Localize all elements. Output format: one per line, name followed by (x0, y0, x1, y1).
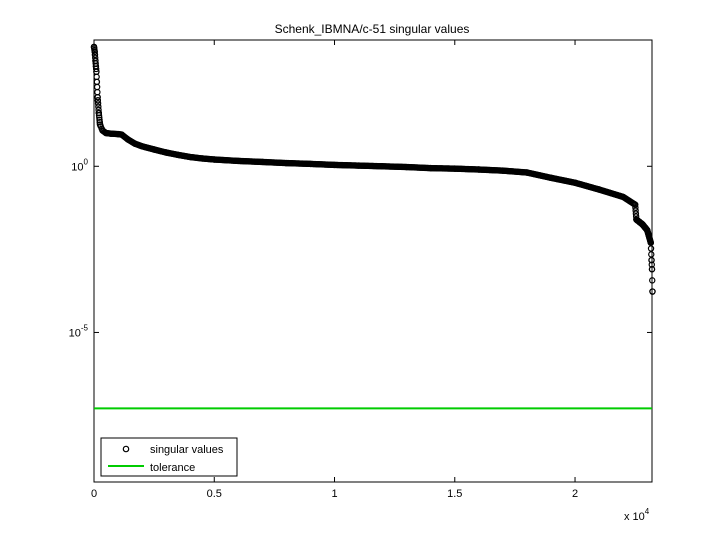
singular-value-point (199, 155, 206, 162)
singular-value-point (118, 131, 125, 138)
singular-value-point (648, 261, 655, 268)
y-tick-label: 10-5 (69, 323, 89, 339)
singular-value-point (96, 121, 104, 128)
singular-value-point (403, 163, 410, 171)
singular-value-point (92, 65, 100, 73)
singular-value-point (131, 140, 139, 147)
singular-value-point (307, 160, 314, 168)
singular-value-point (235, 157, 242, 165)
x-tick-label: 0 (91, 488, 97, 500)
singular-value-point (643, 226, 651, 234)
singular-value-point (94, 100, 102, 107)
singular-value-point (427, 164, 434, 172)
singular-value-point (211, 156, 218, 163)
plot-area (90, 39, 656, 483)
singular-value-point (95, 109, 103, 117)
singular-value-point (187, 153, 194, 161)
x-multiplier-label: x 104 (624, 507, 650, 523)
singular-value-point (475, 166, 483, 173)
singular-value-point (649, 277, 656, 284)
legend-marker-circle-icon (122, 445, 130, 453)
singular-value-point (331, 161, 338, 169)
singular-value-point (259, 158, 266, 166)
singular-value-point (595, 186, 603, 193)
singular-value-point (648, 266, 656, 273)
singular-value-point (96, 119, 103, 126)
singular-value-point (124, 136, 131, 143)
x-multiplier-exponent: 4 (645, 507, 650, 516)
legend-label-singular-values: singular values (150, 444, 224, 456)
singular-value-point (91, 48, 98, 55)
axes-frame (93, 39, 653, 483)
singular-value-point (639, 221, 646, 228)
singular-value-point (94, 97, 102, 104)
x-tick-label: 2 (572, 488, 578, 500)
singular-value-point (571, 179, 579, 186)
singular-value-point (647, 239, 655, 246)
singular-value-point (114, 130, 122, 138)
singular-value-point (93, 68, 100, 75)
axis-ticks: 0 0.5 1 1.5 2 100 10-5 (69, 40, 652, 500)
singular-value-point (632, 207, 639, 214)
singular-value-point (547, 174, 555, 182)
singular-value-point (451, 165, 458, 172)
chart-title: Schenk_IBMNA/c-51 singular values (275, 22, 470, 36)
singular-value-point (649, 288, 656, 295)
y-tick-label: 100 (71, 157, 88, 173)
singular-value-point (632, 210, 640, 217)
legend-label-tolerance: tolerance (150, 462, 195, 474)
singular-value-point (632, 204, 639, 211)
x-tick-label: 0.5 (207, 488, 222, 500)
singular-value-point (92, 57, 99, 64)
singular-value-point (174, 151, 182, 159)
singular-value-point (150, 146, 158, 153)
singular-values-series (90, 43, 656, 295)
singular-value-point (355, 162, 362, 169)
singular-value-point (631, 201, 639, 208)
legend-box (100, 437, 238, 477)
singular-value-point (633, 216, 640, 223)
legend: singular values tolerance (100, 437, 238, 477)
singular-value-point (283, 159, 290, 167)
singular-value-point (499, 167, 507, 174)
singular-value-point (648, 256, 655, 264)
singular-value-point (138, 143, 146, 150)
singular-value-point (379, 163, 386, 170)
x-multiplier-base: x 10 (624, 511, 645, 523)
singular-value-point (162, 149, 170, 156)
singular-value-point (95, 103, 102, 110)
x-tick-label: 1.5 (447, 488, 462, 500)
singular-value-point (107, 130, 115, 137)
singular-value-point (94, 93, 101, 101)
singular-value-point (91, 51, 99, 58)
singular-value-point (619, 193, 627, 201)
x-tick-label: 1 (331, 488, 337, 500)
singular-value-point (523, 169, 531, 176)
